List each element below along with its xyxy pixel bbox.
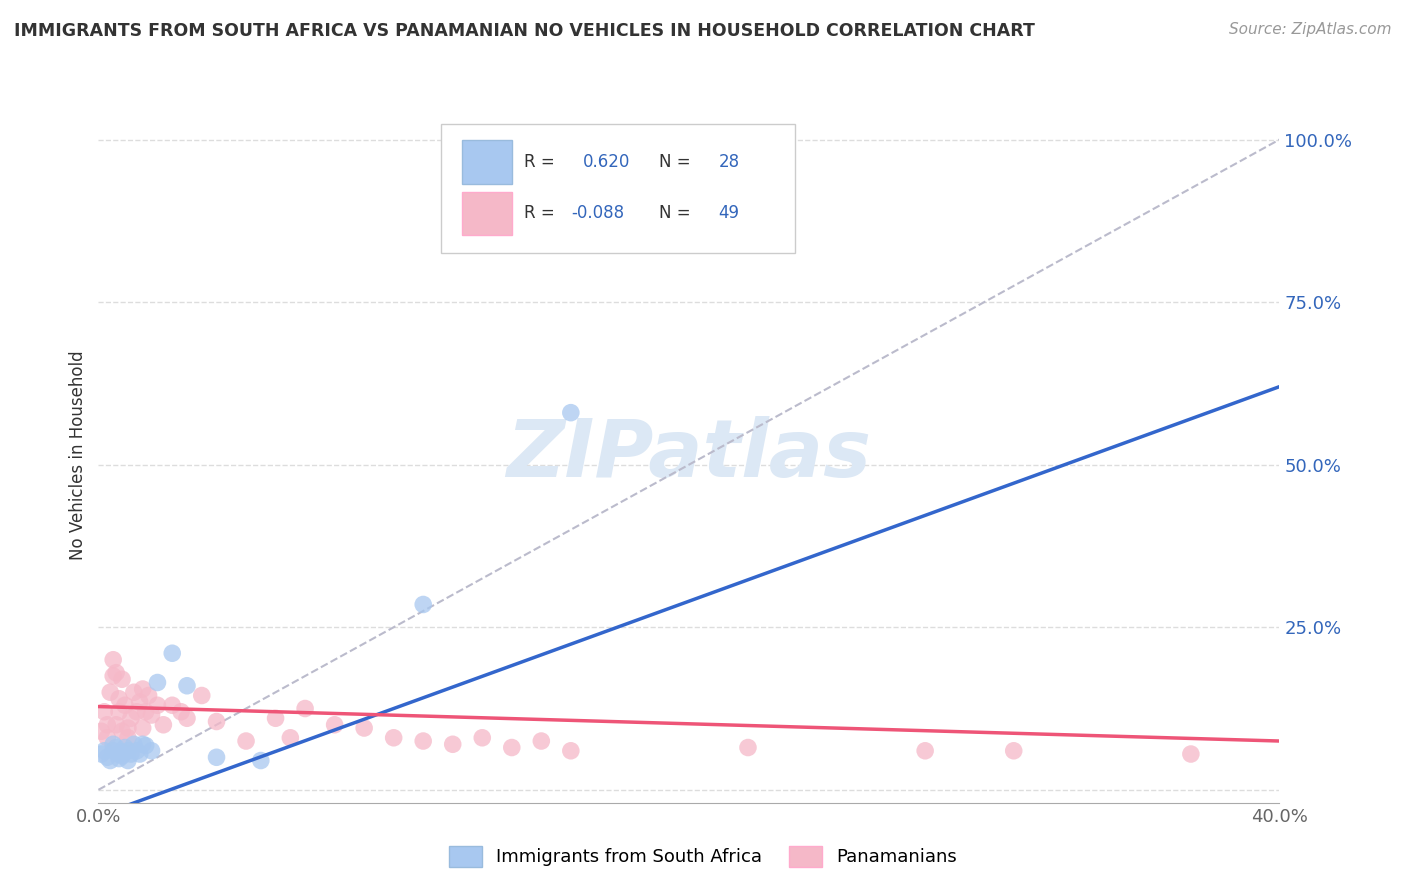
- Point: [412, 734, 434, 748]
- Point: [132, 721, 155, 735]
- Text: R =: R =: [523, 153, 554, 171]
- Point: [471, 731, 494, 745]
- Point: [103, 653, 125, 667]
- Point: [103, 737, 125, 751]
- Point: [111, 672, 134, 686]
- Point: [93, 744, 115, 758]
- Point: [560, 744, 582, 758]
- Point: [122, 685, 145, 699]
- Point: [120, 747, 142, 761]
- Point: [128, 695, 150, 709]
- Point: [141, 708, 163, 723]
- Point: [90, 747, 112, 761]
- Text: R =: R =: [523, 204, 554, 222]
- Text: 0.620: 0.620: [582, 153, 630, 171]
- FancyBboxPatch shape: [463, 192, 512, 235]
- Point: [90, 724, 112, 739]
- Point: [108, 705, 131, 719]
- Point: [135, 705, 157, 719]
- Point: [176, 679, 198, 693]
- Point: [162, 646, 183, 660]
- Point: [138, 689, 160, 703]
- Point: [108, 691, 131, 706]
- Point: [441, 737, 464, 751]
- Point: [176, 711, 198, 725]
- Point: [152, 718, 174, 732]
- Point: [205, 714, 228, 729]
- Point: [108, 751, 131, 765]
- Point: [125, 744, 148, 758]
- Point: [353, 721, 375, 735]
- Point: [111, 724, 134, 739]
- Point: [146, 698, 169, 713]
- Point: [132, 737, 155, 751]
- Text: N =: N =: [659, 204, 690, 222]
- Point: [530, 734, 553, 748]
- FancyBboxPatch shape: [463, 140, 512, 184]
- Point: [1002, 744, 1025, 758]
- FancyBboxPatch shape: [441, 124, 796, 253]
- Point: [93, 705, 115, 719]
- Text: 28: 28: [718, 153, 740, 171]
- Point: [111, 749, 134, 764]
- Text: IMMIGRANTS FROM SOUTH AFRICA VS PANAMANIAN NO VEHICLES IN HOUSEHOLD CORRELATION : IMMIGRANTS FROM SOUTH AFRICA VS PANAMANI…: [14, 22, 1035, 40]
- Point: [323, 718, 346, 732]
- Y-axis label: No Vehicles in Household: No Vehicles in Household: [69, 350, 87, 560]
- Point: [141, 744, 163, 758]
- Point: [264, 711, 287, 725]
- Point: [111, 745, 134, 759]
- Point: [114, 698, 136, 713]
- Point: [278, 731, 302, 745]
- Point: [117, 744, 139, 758]
- Point: [105, 665, 128, 680]
- Point: [737, 740, 759, 755]
- Point: [125, 705, 148, 719]
- Point: [250, 754, 273, 768]
- Point: [501, 740, 523, 755]
- Point: [128, 747, 150, 761]
- Point: [122, 737, 145, 751]
- Point: [105, 740, 128, 755]
- Point: [96, 718, 118, 732]
- Point: [914, 744, 936, 758]
- Point: [294, 701, 316, 715]
- Point: [108, 747, 131, 761]
- Point: [120, 711, 142, 725]
- Point: [105, 718, 128, 732]
- Point: [1180, 747, 1202, 761]
- Point: [117, 721, 139, 735]
- Point: [103, 744, 125, 758]
- Point: [98, 685, 121, 699]
- Point: [412, 598, 434, 612]
- Text: -0.088: -0.088: [571, 204, 624, 222]
- Legend: Immigrants from South Africa, Panamanians: Immigrants from South Africa, Panamanian…: [441, 838, 965, 874]
- Point: [205, 750, 228, 764]
- Point: [560, 406, 582, 420]
- Point: [135, 739, 157, 753]
- Point: [96, 750, 118, 764]
- Point: [170, 705, 193, 719]
- Point: [132, 681, 155, 696]
- Text: N =: N =: [659, 153, 690, 171]
- Point: [382, 731, 405, 745]
- Point: [96, 731, 118, 745]
- Text: Source: ZipAtlas.com: Source: ZipAtlas.com: [1229, 22, 1392, 37]
- Point: [191, 689, 214, 703]
- Point: [98, 754, 121, 768]
- Point: [117, 731, 139, 745]
- Point: [114, 740, 136, 755]
- Point: [146, 675, 169, 690]
- Point: [117, 754, 139, 768]
- Point: [235, 734, 257, 748]
- Point: [162, 698, 183, 713]
- Point: [103, 669, 125, 683]
- Text: ZIPatlas: ZIPatlas: [506, 416, 872, 494]
- Text: 49: 49: [718, 204, 740, 222]
